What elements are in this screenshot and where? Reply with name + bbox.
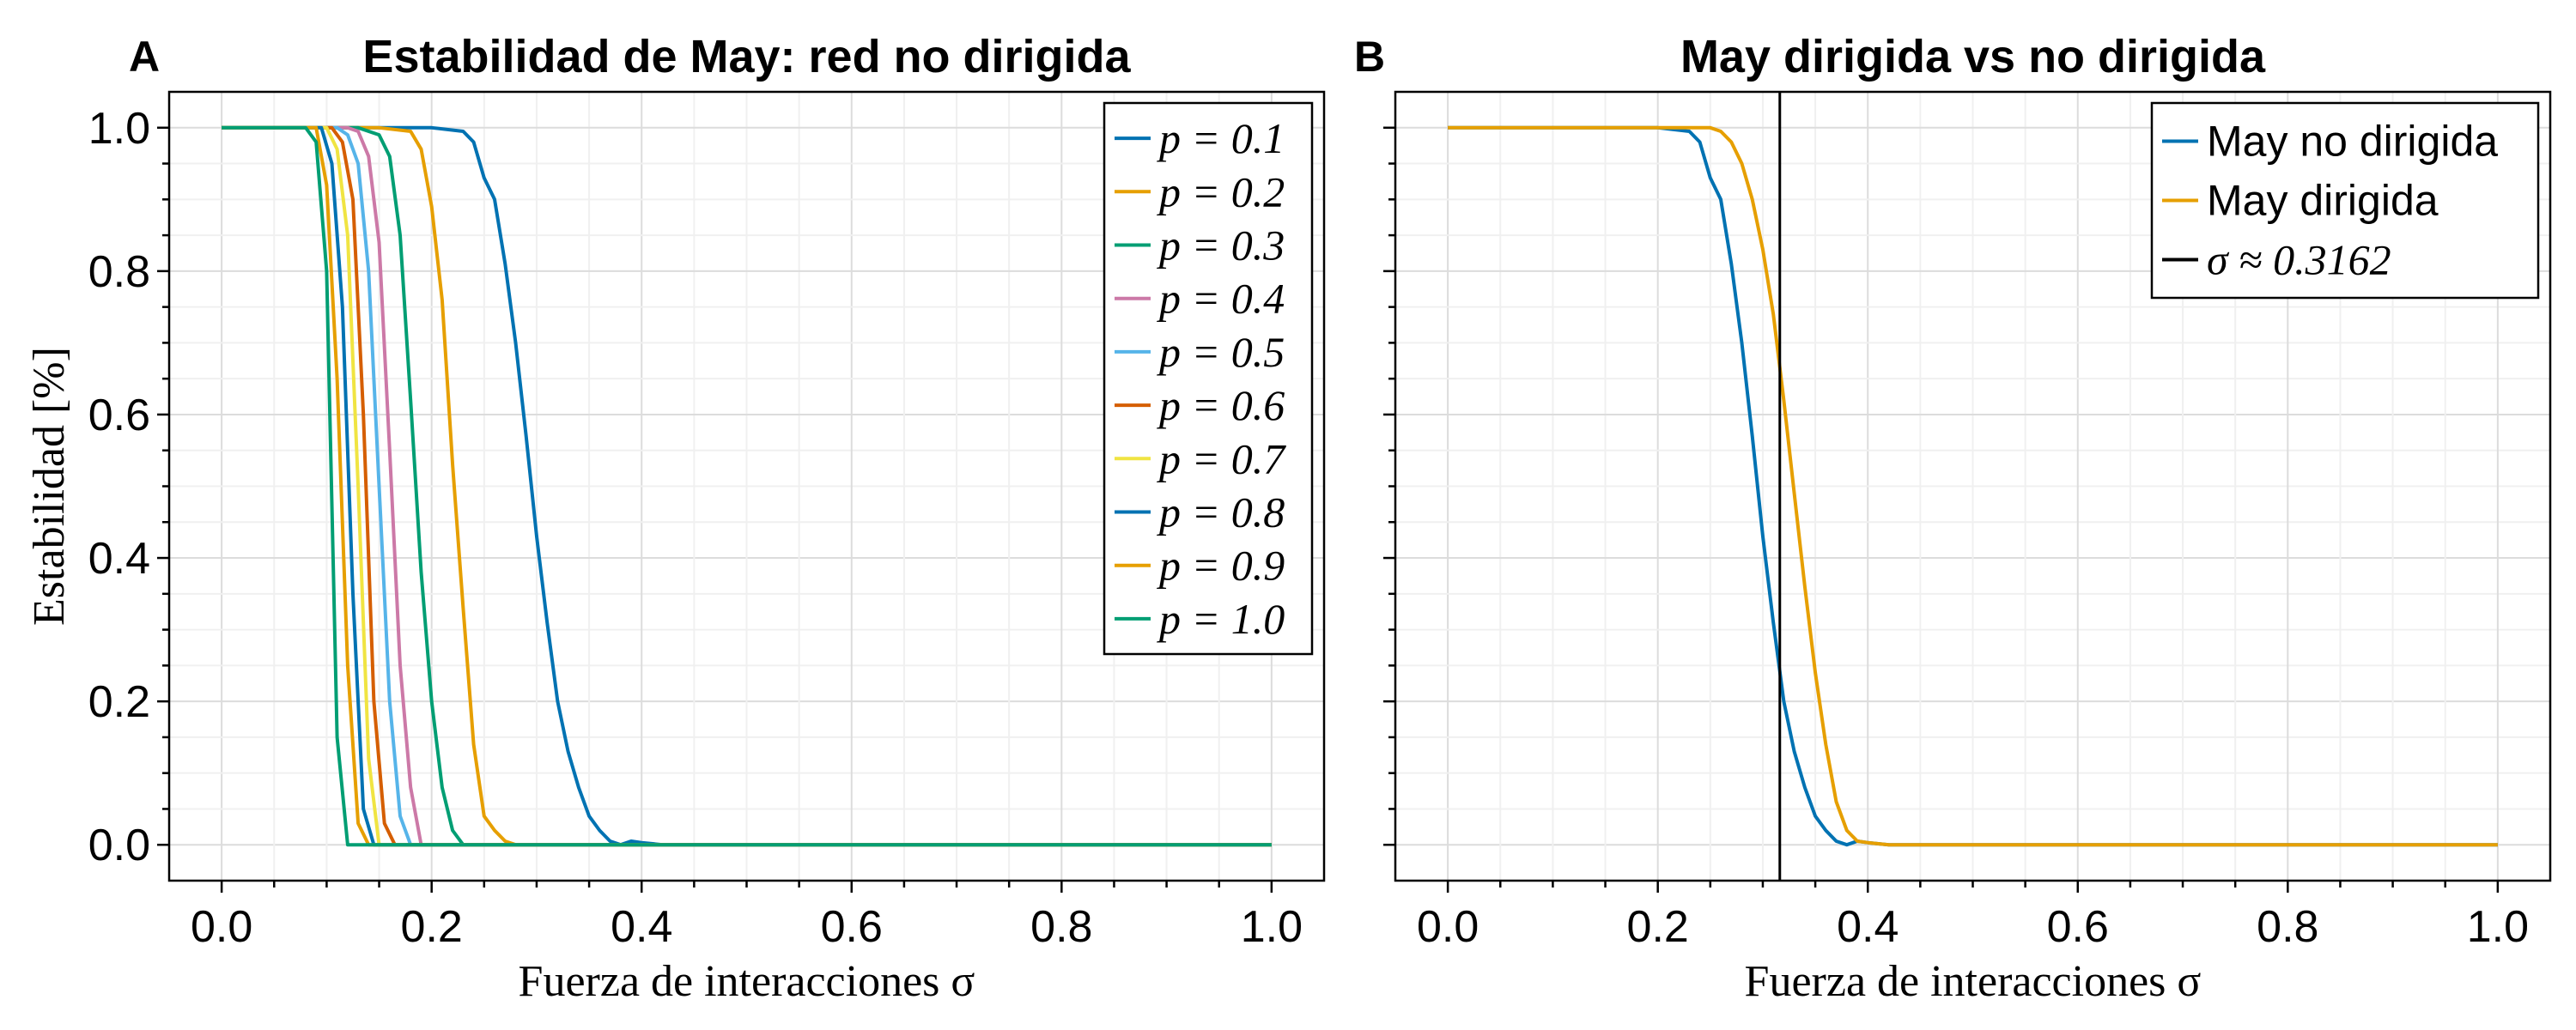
legend: p = 0.1 p = 0.2 p = 0.3 p = 0.4 p = 0.5 p = 0… — [1103, 101, 1314, 656]
x-tick-label: 0.6 — [821, 902, 883, 952]
series-line-5 — [222, 125, 1272, 847]
x-tick-label: 0.8 — [2257, 902, 2318, 952]
series-line-9 — [222, 125, 1272, 847]
ticks — [1383, 126, 2500, 893]
legend-label: p = 0.9 — [1157, 542, 1285, 590]
legend-label: p = 1.0 — [1157, 595, 1285, 643]
ticks — [157, 126, 1273, 893]
x-tick-label: 0.0 — [191, 902, 252, 952]
panel-label: A — [129, 33, 160, 81]
legend-label: May no dirigida — [2207, 118, 2498, 166]
legend: May no dirigida May dirigida σ ≈ 0.3162 — [2150, 101, 2540, 300]
series-line-2 — [1448, 125, 2498, 847]
y-axis-label: Estabilidad [%] — [25, 347, 74, 626]
legend-box — [1103, 101, 1314, 656]
x-axis-label: Fuerza de interacciones σ — [1745, 957, 2202, 1006]
series-group — [222, 125, 1272, 847]
chart-title: Estabilidad de May: red no dirigida — [362, 31, 1131, 82]
panel-a: 0.0 0.2 0.4 0.6 0.8 1.0 0.0 0.2 0.4 0.6 0.8 1.0 Fuer… — [25, 31, 1326, 1006]
x-tick-label: 0.0 — [1417, 902, 1479, 952]
x-tick-label: 0.8 — [1030, 902, 1092, 952]
series-line-4 — [222, 125, 1272, 847]
y-tick-label: 0.2 — [88, 677, 150, 727]
x-tick-label: 0.2 — [401, 902, 463, 952]
y-tick-label: 0.6 — [88, 391, 150, 440]
legend-box — [2150, 101, 2540, 300]
legend-label: p = 0.2 — [1157, 167, 1285, 215]
legend-label: p = 0.6 — [1157, 381, 1285, 429]
y-tick-label: 0.4 — [88, 534, 150, 584]
panel-b: 0.0 0.2 0.4 0.6 0.8 1.0 Fuerza de interaccione… — [1354, 31, 2552, 1006]
x-tick-label: 1.0 — [2467, 902, 2529, 952]
panel-label: B — [1354, 33, 1385, 81]
x-tick-label: 0.6 — [2047, 902, 2109, 952]
series-line-8 — [222, 125, 1272, 847]
legend-label: σ ≈ 0.3162 — [2207, 236, 2391, 284]
series-line-7 — [222, 125, 1272, 847]
x-axis-label: Fuerza de interacciones σ — [519, 957, 975, 1006]
series-line-2 — [222, 125, 1272, 847]
legend-label: p = 0.8 — [1157, 488, 1285, 536]
y-tick-label: 0.8 — [88, 247, 150, 297]
x-tick-label: 0.2 — [1627, 902, 1689, 952]
chart-title: May dirigida vs no dirigida — [1680, 31, 2266, 82]
x-tick-label: 1.0 — [1241, 902, 1303, 952]
legend-label: p = 0.4 — [1157, 275, 1285, 323]
legend-label: p = 0.5 — [1157, 328, 1285, 376]
y-tick-label: 0.0 — [88, 821, 150, 870]
legend-label: p = 0.1 — [1157, 114, 1285, 162]
x-tick-label: 0.4 — [1837, 902, 1899, 952]
series-line-3 — [222, 125, 1272, 847]
series-line-10 — [222, 125, 1272, 847]
series-line-6 — [222, 125, 1272, 847]
legend-label: p = 0.3 — [1157, 221, 1285, 270]
x-tick-label: 0.4 — [611, 902, 672, 952]
y-tick-label: 1.0 — [88, 104, 150, 154]
legend-label: May dirigida — [2207, 177, 2439, 225]
legend-label: p = 0.7 — [1157, 434, 1286, 482]
